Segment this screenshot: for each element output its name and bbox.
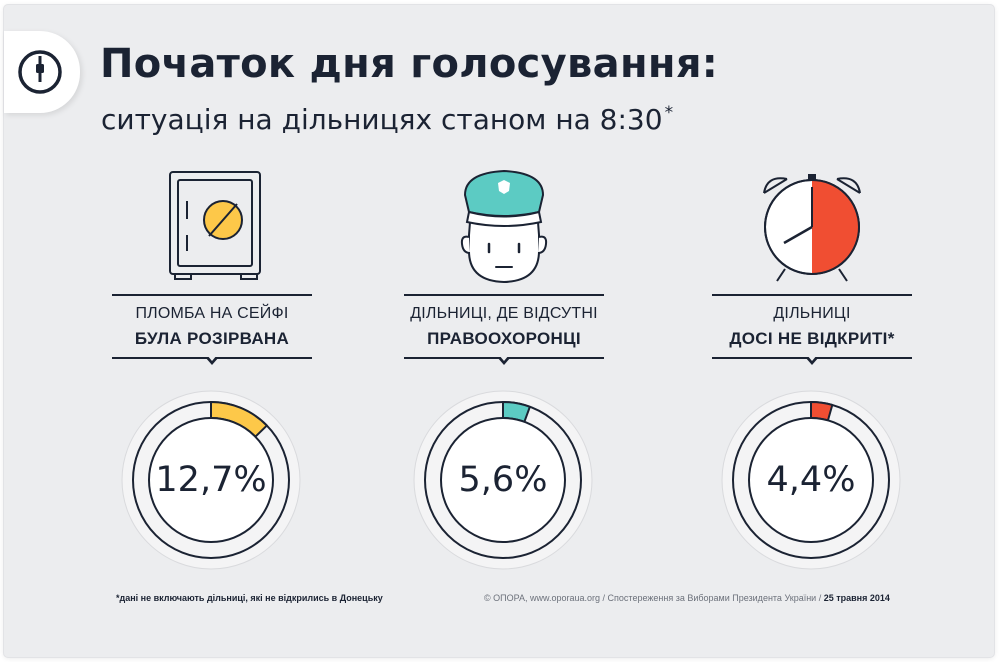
label-pointer [205, 355, 219, 365]
page-title: Початок дня голосування: [100, 41, 719, 87]
donut-center [440, 417, 566, 543]
infographic-panel: Початок дня голосування: ситуація на діл… [4, 5, 994, 657]
subtitle-text: ситуація на дільницях станом на 8:30 [101, 103, 663, 136]
footnote: *дані не включають дільниці, які не відк… [116, 593, 383, 603]
subtitle-footnote-mark: * [664, 103, 674, 123]
donut-chart [121, 390, 301, 570]
stat-label-line1: ДІЛЬНИЦІ [773, 305, 851, 322]
label-top-rule [404, 294, 604, 296]
stat-column-no-police: ДІЛЬНИЦІ, ДЕ ВІДСУТНІ ПРАВООХОРОНЦІ 5,6% [399, 165, 609, 570]
label-top-rule [712, 294, 912, 296]
credits-text: © ОПОРА, www.oporaua.org / Спостереження… [484, 593, 824, 603]
donut-center [148, 417, 274, 543]
donut-chart [413, 390, 593, 570]
label-pointer [497, 355, 511, 365]
stat-value: 5,6% [458, 460, 548, 500]
safe-icon [169, 171, 261, 280]
stat-label-line1: ПЛОМБА НА СЕЙФІ [135, 305, 289, 322]
credits: © ОПОРА, www.oporaua.org / Спостереження… [484, 593, 890, 603]
stat-value: 4,4% [766, 460, 856, 500]
stat-label-line2: БУЛА РОЗІРВАНА [134, 329, 290, 348]
stat-value: 12,7% [155, 460, 267, 500]
label-pointer [805, 355, 819, 365]
power-plug-icon [18, 50, 62, 94]
credits-date: 25 травня 2014 [823, 593, 890, 603]
donut-center [748, 417, 874, 543]
stat-column-not-opened: ДІЛЬНИЦІ ДОСІ НЕ ВІДКРИТІ* 4,4% [707, 165, 917, 570]
label-top-rule [112, 294, 312, 296]
stat-column-seal-broken: ПЛОМБА НА СЕЙФІ БУЛА РОЗІРВАНА 12,7% [107, 165, 317, 570]
stat-label-line2: ДОСІ НЕ ВІДКРИТІ* [729, 329, 895, 348]
stat-label-line2: ПРАВООХОРОНЦІ [427, 329, 581, 348]
page-subtitle: ситуація на дільницях станом на 8:30 * [101, 103, 673, 136]
police-officer-icon [460, 169, 548, 284]
logo-badge [4, 31, 80, 113]
stat-label-line1: ДІЛЬНИЦІ, ДЕ ВІДСУТНІ [410, 305, 598, 322]
donut-chart [721, 390, 901, 570]
alarm-clock-icon [763, 174, 861, 282]
